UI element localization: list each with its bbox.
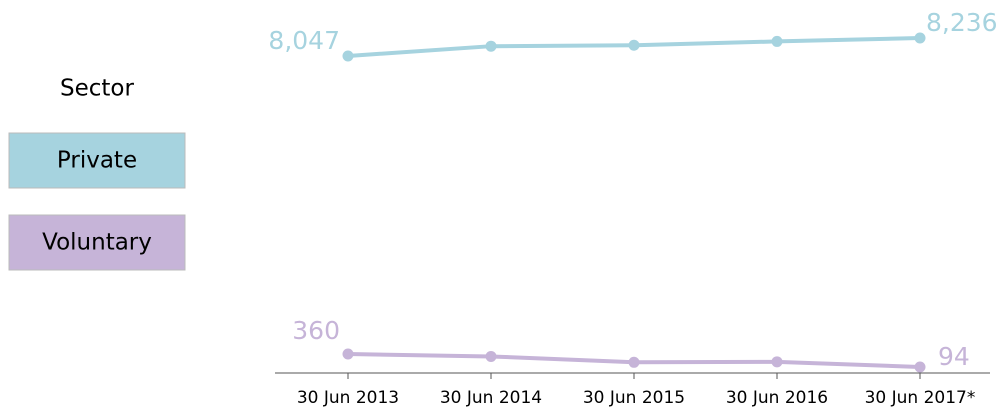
point <box>771 35 783 47</box>
point <box>342 50 354 62</box>
value-label: 360 <box>292 316 340 345</box>
legend-title: Sector <box>60 76 134 102</box>
value-label: 8,047 <box>268 26 340 55</box>
legend-label: Private <box>57 148 137 174</box>
point <box>485 40 497 52</box>
point <box>628 39 640 51</box>
x-tick-label: 30 Jun 2015 <box>583 388 685 408</box>
value-label: 8,236 <box>926 8 998 37</box>
legend-swatch <box>8 132 186 189</box>
point <box>771 356 783 368</box>
point <box>914 32 926 44</box>
value-label: 94 <box>938 342 970 371</box>
point <box>628 356 640 368</box>
point <box>914 361 926 373</box>
x-tick-label: 30 Jun 2014 <box>440 388 542 408</box>
x-tick-label: 30 Jun 2013 <box>297 388 399 408</box>
legend-swatch <box>8 214 186 271</box>
point <box>485 350 497 362</box>
x-tick-label: 30 Jun 2016 <box>726 388 828 408</box>
legend-label: Voluntary <box>42 230 152 256</box>
point <box>342 348 354 360</box>
x-tick-label: 30 Jun 2017* <box>865 388 976 408</box>
